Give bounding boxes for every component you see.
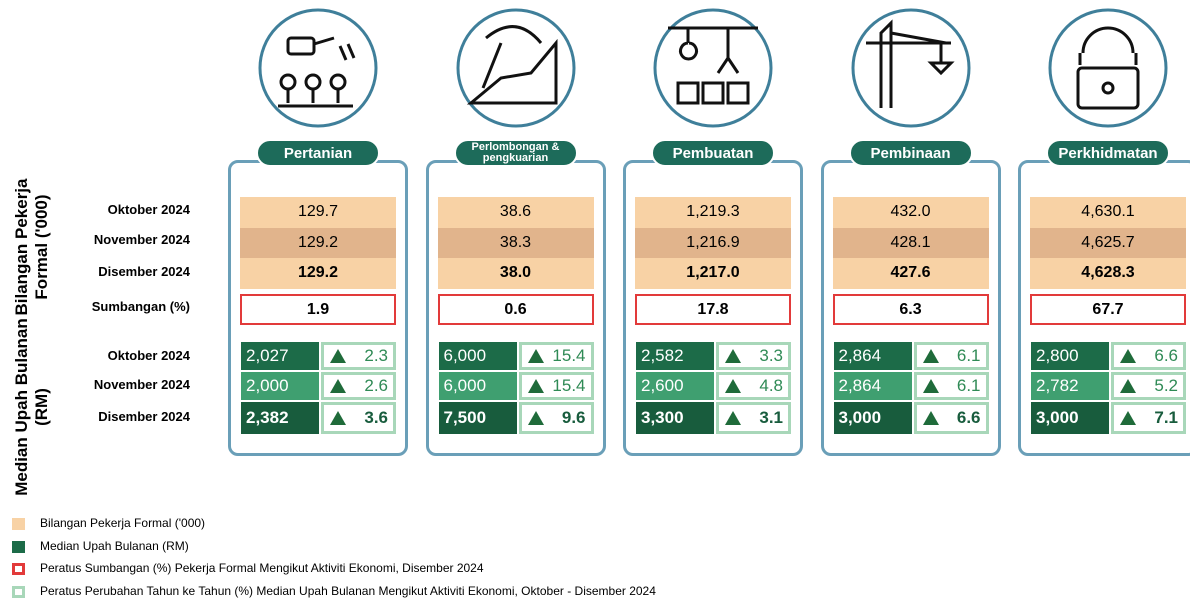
median-wage: 3,000 <box>834 402 912 434</box>
row-label: Disember 2024 <box>20 409 190 429</box>
share-value: 0.6 <box>438 294 594 325</box>
worker-count: 38.6 <box>438 197 594 228</box>
worker-count: 129.2 <box>240 258 396 289</box>
median-wage: 2,027 <box>241 342 319 370</box>
legend-swatch <box>12 518 25 530</box>
up-arrow <box>527 378 545 394</box>
row-label: Disember 2024 <box>20 264 190 284</box>
worker-count: 4,625.7 <box>1030 228 1186 259</box>
sector-name: Perlombongan & pengkuarian <box>454 139 578 167</box>
worker-count: 1,216.9 <box>635 228 791 259</box>
sector-icon <box>849 6 973 130</box>
legend-label: Median Upah Bulanan (RM) <box>40 539 940 555</box>
median-wage: 2,000 <box>241 372 319 400</box>
infographic: Bilangan Pekerja Formal ('000) Median Upa… <box>0 0 1190 601</box>
legend-swatch <box>12 541 25 553</box>
median-wage: 2,582 <box>636 342 714 370</box>
worker-count: 1,219.3 <box>635 197 791 228</box>
sector-icon <box>454 6 578 130</box>
worker-count: 1,217.0 <box>635 258 791 289</box>
row-label: November 2024 <box>20 232 190 252</box>
sector-icon <box>1046 6 1170 130</box>
up-arrow <box>527 410 545 426</box>
share-value: 67.7 <box>1030 294 1186 325</box>
up-arrow <box>1119 378 1137 394</box>
up-arrow <box>329 378 347 394</box>
up-arrow <box>724 378 742 394</box>
legend-label: Bilangan Pekerja Formal ('000) <box>40 516 940 532</box>
median-wage: 2,782 <box>1031 372 1109 400</box>
up-arrow <box>329 348 347 364</box>
sector-icon <box>256 6 380 130</box>
worker-count: 428.1 <box>833 228 989 259</box>
worker-count: 129.7 <box>240 197 396 228</box>
worker-count: 427.6 <box>833 258 989 289</box>
legend-label: Peratus Sumbangan (%) Pekerja Formal Men… <box>40 561 940 577</box>
row-label: Sumbangan (%) <box>20 299 190 319</box>
up-arrow <box>724 410 742 426</box>
worker-count: 129.2 <box>240 228 396 259</box>
median-wage: 2,864 <box>834 372 912 400</box>
sector-name: Pertanian <box>256 139 380 167</box>
group-title: Median Upah Bulanan (RM) <box>7 317 57 497</box>
median-wage: 3,000 <box>1031 402 1109 434</box>
sector-name: Perkhidmatan <box>1046 139 1170 167</box>
row-label: Oktober 2024 <box>20 202 190 222</box>
sector-name: Pembuatan <box>651 139 775 167</box>
up-arrow <box>1119 410 1137 426</box>
sector-name: Pembinaan <box>849 139 973 167</box>
share-value: 6.3 <box>833 294 989 325</box>
median-wage: 3,300 <box>636 402 714 434</box>
median-wage: 6,000 <box>439 342 517 370</box>
legend-swatch <box>12 586 25 598</box>
row-label: November 2024 <box>20 377 190 397</box>
sector-icon <box>651 6 775 130</box>
median-wage: 2,800 <box>1031 342 1109 370</box>
up-arrow <box>527 348 545 364</box>
legend-label: Peratus Perubahan Tahun ke Tahun (%) Med… <box>40 584 940 600</box>
legend-swatch <box>12 563 25 575</box>
up-arrow <box>724 348 742 364</box>
up-arrow <box>1119 348 1137 364</box>
median-wage: 2,600 <box>636 372 714 400</box>
worker-count: 38.3 <box>438 228 594 259</box>
up-arrow <box>922 410 940 426</box>
median-wage: 7,500 <box>439 402 517 434</box>
worker-count: 4,630.1 <box>1030 197 1186 228</box>
worker-count: 432.0 <box>833 197 989 228</box>
share-value: 1.9 <box>240 294 396 325</box>
share-value: 17.8 <box>635 294 791 325</box>
median-wage: 6,000 <box>439 372 517 400</box>
row-label: Oktober 2024 <box>20 348 190 368</box>
worker-count: 4,628.3 <box>1030 258 1186 289</box>
median-wage: 2,382 <box>241 402 319 434</box>
up-arrow <box>922 348 940 364</box>
median-wage: 2,864 <box>834 342 912 370</box>
worker-count: 38.0 <box>438 258 594 289</box>
up-arrow <box>329 410 347 426</box>
up-arrow <box>922 378 940 394</box>
